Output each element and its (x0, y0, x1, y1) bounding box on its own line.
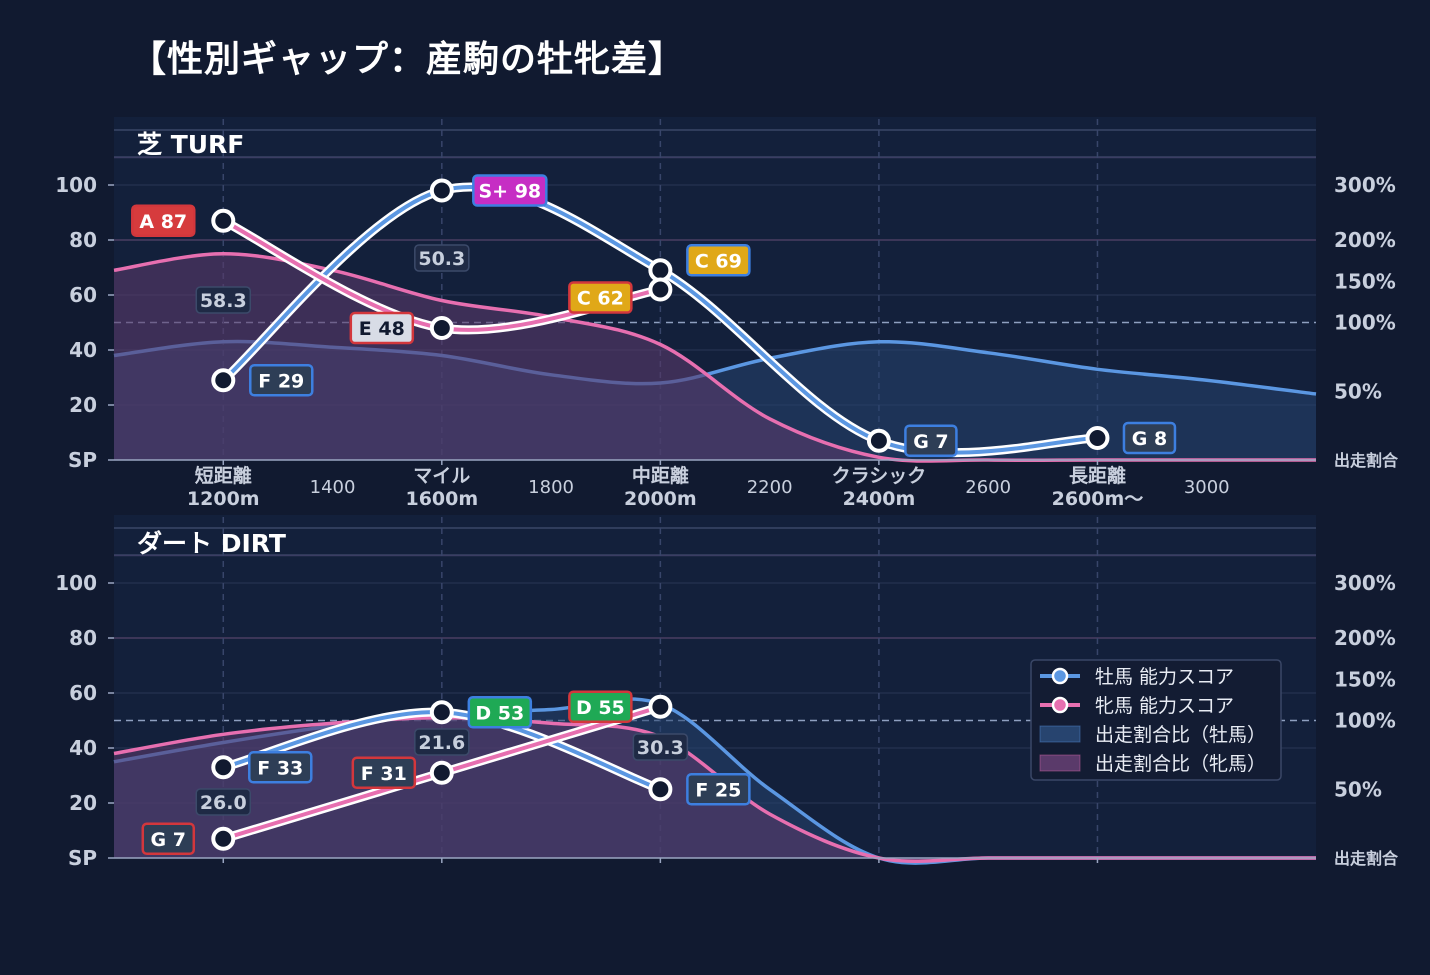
legend-label: 牡馬 能力スコア (1095, 666, 1234, 688)
y-tick-right: 出走割合 (1334, 849, 1399, 868)
legend-label: 出走割合比（牝馬） (1095, 753, 1266, 775)
data-label: F 31 (361, 763, 407, 785)
y-tick-left: 100 (55, 571, 97, 595)
y-tick-right: 100% (1334, 311, 1396, 335)
y-tick-right: 50% (1334, 379, 1382, 403)
data-label: F 33 (257, 757, 303, 779)
panel-title: ダート DIRT (137, 529, 286, 558)
y-tick-right: 150% (1334, 269, 1396, 293)
gap-label: 58.3 (200, 290, 247, 312)
y-tick-right: 50% (1334, 777, 1382, 801)
data-point-male (650, 260, 670, 280)
data-label: E 48 (359, 318, 405, 340)
data-point-female (650, 697, 670, 717)
gap-label: 26.0 (200, 792, 247, 814)
y-tick-right: 200% (1334, 626, 1396, 650)
turf-panel: SP 20 40 60 80 100 出走割合 50% 100% 150% 200% 300% 芝 TU… (55, 117, 1399, 510)
x-tick-label: マイル (413, 465, 470, 487)
data-point-male (432, 181, 452, 201)
y-tick-left: SP (68, 846, 97, 870)
legend-marker-female (1053, 698, 1067, 712)
y-tick-right: 150% (1334, 667, 1396, 691)
y-tick-left: 40 (69, 736, 97, 760)
x-tick-sublabel: 1600m (405, 488, 478, 510)
legend-label: 出走割合比（牡馬） (1095, 724, 1266, 746)
data-point-female (213, 211, 233, 231)
data-label: C 69 (695, 250, 742, 272)
y-tick-right: 100% (1334, 709, 1396, 733)
data-point-male (650, 779, 670, 799)
data-point-male (869, 431, 889, 451)
data-point-female (213, 829, 233, 849)
x-tick-sublabel: 2000m (624, 488, 697, 510)
x-tick-label: 短距離 (195, 464, 252, 487)
legend-marker-male (1053, 669, 1067, 683)
panel-title: 芝 TURF (137, 130, 244, 159)
x-tick-label: 2200 (747, 477, 793, 498)
y-tick-left: SP (68, 448, 97, 472)
x-tick-label: クラシック (832, 465, 927, 487)
data-point-female (432, 318, 452, 338)
x-tick-label: 1800 (528, 477, 574, 498)
data-point-female (650, 280, 670, 300)
data-label: F 29 (258, 370, 304, 392)
y-tick-left: 60 (69, 681, 97, 705)
legend-swatch-male (1040, 726, 1080, 742)
data-label: G 7 (151, 829, 186, 851)
x-tick-label: 長距離 (1069, 464, 1126, 487)
data-label: S+ 98 (478, 181, 541, 203)
x-tick-label: 3000 (1184, 477, 1230, 498)
y-tick-left: 60 (69, 283, 97, 307)
data-label: D 53 (475, 702, 524, 724)
x-tick-label: 2600 (965, 477, 1011, 498)
x-tick-label: 中距離 (632, 464, 689, 487)
y-tick-right: 300% (1334, 173, 1396, 197)
y-tick-left: 20 (69, 791, 97, 815)
data-point-male (1087, 428, 1107, 448)
y-tick-right: 300% (1334, 571, 1396, 595)
gap-label: 50.3 (418, 248, 465, 270)
x-tick-label: 1400 (310, 477, 356, 498)
gap-label: 30.3 (637, 737, 684, 759)
data-label: A 87 (139, 211, 187, 233)
x-tick-sublabel: 2400m (843, 488, 916, 510)
x-tick-sublabel: 2600m〜 (1052, 488, 1144, 510)
data-point-male (213, 370, 233, 390)
data-point-male (432, 702, 452, 722)
y-tick-left: 100 (55, 173, 97, 197)
legend-swatch-female (1040, 755, 1080, 771)
data-label: F 25 (695, 779, 741, 801)
y-tick-right: 出走割合 (1334, 451, 1399, 470)
gap-label: 21.6 (418, 732, 465, 754)
y-tick-left: 80 (69, 626, 97, 650)
legend-label: 牝馬 能力スコア (1095, 695, 1234, 717)
y-tick-left: 80 (69, 228, 97, 252)
x-tick-sublabel: 1200m (187, 488, 260, 510)
data-point-female (432, 763, 452, 783)
data-label: D 55 (576, 697, 625, 719)
data-label: C 62 (577, 288, 624, 310)
y-tick-left: 20 (69, 393, 97, 417)
data-label: G 7 (913, 431, 948, 453)
y-tick-left: 40 (69, 338, 97, 362)
data-point-male (213, 757, 233, 777)
data-label: G 8 (1132, 428, 1167, 450)
y-tick-right: 200% (1334, 228, 1396, 252)
